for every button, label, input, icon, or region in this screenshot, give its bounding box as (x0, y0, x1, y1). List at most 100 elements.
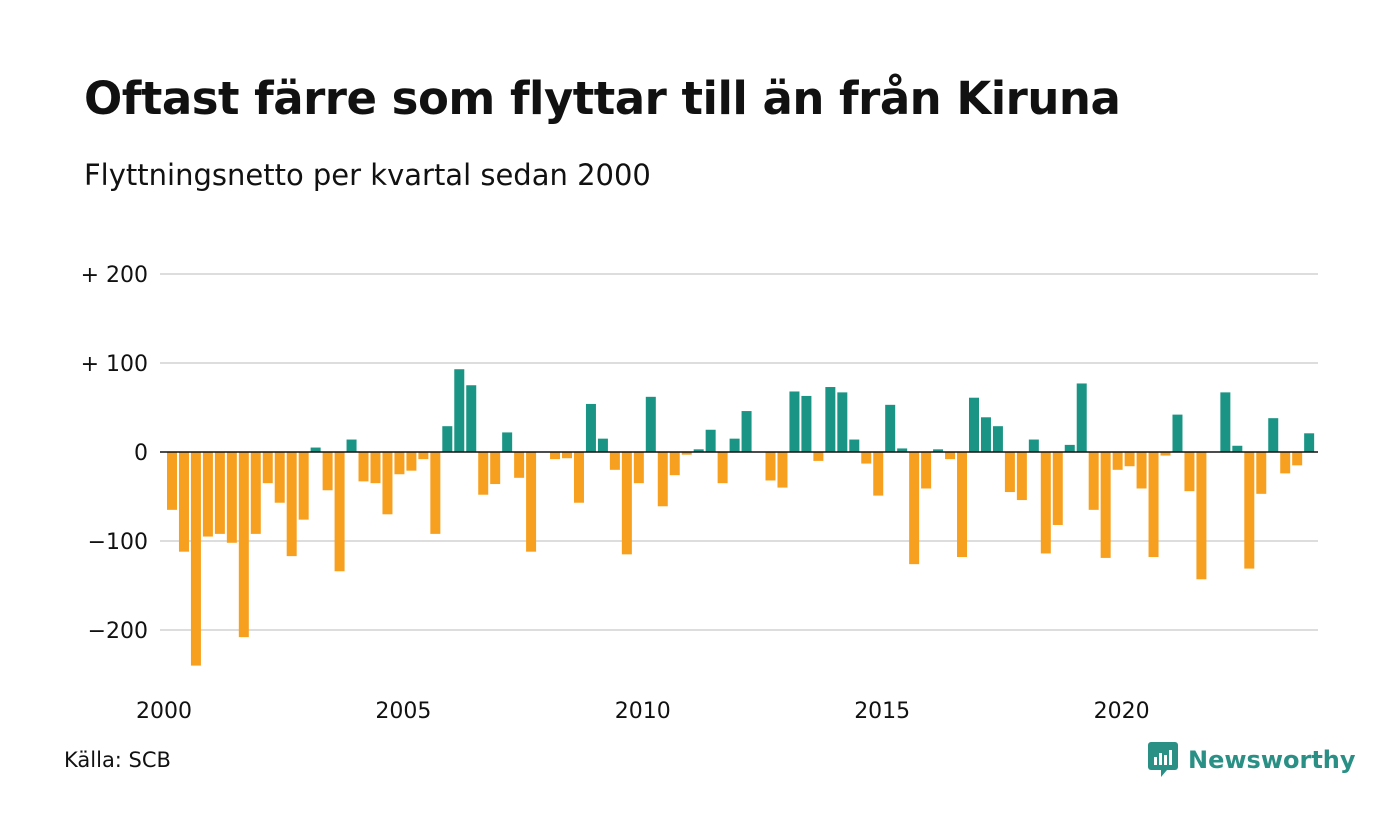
grid-lines (160, 273, 1318, 631)
bar (562, 452, 573, 459)
bar (286, 452, 297, 557)
bar (837, 392, 848, 452)
y-tick-label: 0 (134, 441, 148, 466)
bar (789, 391, 800, 452)
bar (681, 452, 692, 455)
bar (1280, 452, 1291, 474)
bar (346, 439, 357, 452)
bar (1184, 452, 1195, 492)
bar (1076, 383, 1087, 452)
bar (490, 452, 501, 485)
bar (765, 452, 776, 481)
bar (1064, 444, 1075, 452)
bar (334, 452, 345, 572)
bar (909, 452, 920, 565)
bar (1256, 452, 1267, 494)
bar (945, 452, 956, 460)
chart-title: Oftast färre som flyttar till än från Ki… (84, 72, 1121, 125)
bar (957, 452, 968, 558)
bar (1220, 392, 1231, 452)
bars (167, 369, 1315, 666)
bar (861, 452, 872, 464)
x-tick-label: 2020 (1094, 699, 1150, 724)
x-tick-label: 2015 (854, 699, 910, 724)
y-tick-label: + 200 (81, 263, 148, 288)
bar (502, 432, 513, 452)
bar (478, 452, 489, 495)
bar (1160, 452, 1171, 456)
source-note: Källa: SCB (64, 748, 171, 772)
bar (202, 452, 213, 537)
bar (550, 452, 561, 460)
bar (1148, 452, 1159, 558)
bar (585, 403, 596, 452)
bar (921, 452, 932, 489)
bar (645, 396, 656, 452)
bar (238, 452, 249, 638)
bar (849, 439, 860, 452)
bar (167, 452, 177, 510)
bar (897, 448, 908, 452)
bar (1088, 452, 1099, 510)
bar (190, 452, 201, 666)
bar (741, 411, 752, 452)
y-tick-label: −100 (88, 530, 148, 555)
bar (980, 417, 991, 452)
bar (933, 449, 944, 452)
bar (573, 452, 584, 503)
bar (1304, 433, 1315, 452)
bar (262, 452, 273, 484)
x-tick-label: 2010 (615, 699, 671, 724)
bar (633, 452, 644, 484)
bar (1100, 452, 1111, 558)
y-axis-ticks: + 200 + 100 0 −100 −200 (81, 263, 148, 644)
y-tick-label: −200 (88, 619, 148, 644)
bar (1124, 452, 1135, 467)
bar (406, 452, 417, 471)
bar (717, 452, 728, 484)
chart-subtitle: Flyttningsnetto per kvartal sedan 2000 (84, 158, 651, 192)
bar (729, 438, 740, 452)
bar (1232, 445, 1243, 452)
bar (442, 426, 453, 452)
bar (1172, 414, 1183, 452)
bar (514, 452, 525, 478)
x-tick-label: 2005 (375, 699, 431, 724)
bar (298, 452, 309, 520)
bar (526, 452, 537, 552)
bar (968, 397, 979, 452)
bar (454, 369, 465, 452)
bar (1028, 439, 1039, 452)
y-tick-label: + 100 (81, 352, 148, 377)
bar (1268, 418, 1279, 452)
bar (825, 387, 836, 452)
bar (382, 452, 393, 515)
bar (250, 452, 261, 534)
bar (801, 395, 812, 452)
bar (322, 452, 333, 491)
brand-logo: Newsworthy (1148, 742, 1356, 778)
brand-name: Newsworthy (1188, 746, 1356, 774)
bar (657, 452, 668, 507)
bar (693, 449, 704, 452)
x-axis-ticks: 2000 2005 2010 2015 2020 (136, 699, 1150, 724)
bar (1136, 452, 1147, 489)
bar (992, 426, 1003, 452)
bar (418, 452, 429, 460)
bar (885, 404, 896, 452)
bar (669, 452, 680, 476)
bar (813, 452, 824, 461)
bar (1004, 452, 1015, 493)
bar (873, 452, 884, 496)
bar (705, 429, 716, 452)
bar (621, 452, 632, 555)
bar (1112, 452, 1123, 470)
newsworthy-logo-icon (1148, 742, 1178, 777)
bar (274, 452, 285, 503)
bar (1040, 452, 1051, 554)
bar (1196, 452, 1207, 580)
bar (226, 452, 237, 543)
bar (358, 452, 369, 482)
bar (178, 452, 189, 552)
